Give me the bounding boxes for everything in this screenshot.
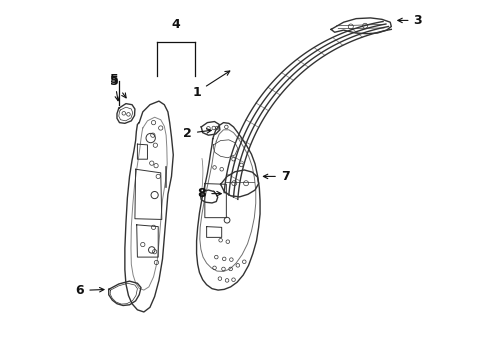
Text: 5: 5	[110, 73, 120, 101]
Text: 3: 3	[398, 14, 422, 27]
Text: 1: 1	[193, 71, 230, 99]
Text: 8: 8	[197, 187, 221, 200]
Text: 7: 7	[263, 170, 290, 183]
Text: 2: 2	[183, 127, 211, 140]
Text: 5: 5	[110, 75, 126, 98]
Text: 4: 4	[172, 18, 180, 31]
Text: 6: 6	[76, 284, 104, 297]
